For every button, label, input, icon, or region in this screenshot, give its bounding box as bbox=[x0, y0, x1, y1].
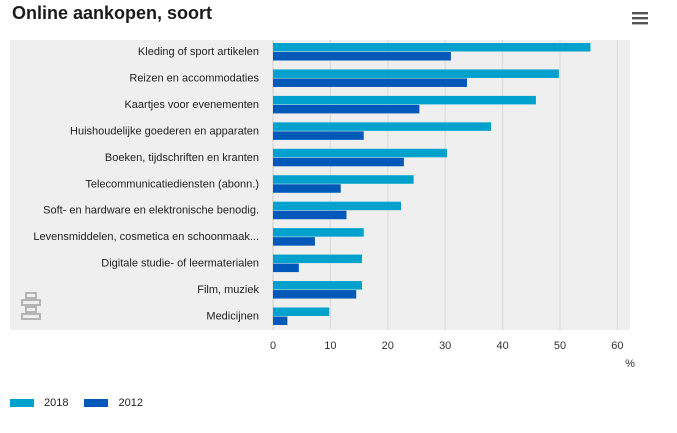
x-tick-label: 0 bbox=[270, 340, 276, 352]
x-tick-label: 60 bbox=[611, 340, 623, 352]
bar-2018[interactable] bbox=[273, 307, 330, 317]
bar-2012[interactable] bbox=[273, 316, 288, 326]
bar-2018[interactable] bbox=[273, 148, 447, 158]
bar-2012[interactable] bbox=[273, 184, 341, 193]
legend: 2018 2012 bbox=[10, 397, 143, 409]
category-labels: Kleding of sport artikelen Reizen en acco… bbox=[33, 46, 259, 323]
bar-2012[interactable] bbox=[273, 52, 451, 61]
bar-2018[interactable] bbox=[273, 281, 362, 290]
bar-2012[interactable] bbox=[273, 157, 404, 167]
x-tick-label: 50 bbox=[554, 340, 566, 352]
bar-2012[interactable] bbox=[273, 78, 468, 87]
category-label: Digitale studie- of leermaterialen bbox=[101, 258, 259, 270]
bar-2018[interactable] bbox=[273, 254, 362, 264]
bar-2018[interactable] bbox=[273, 69, 559, 78]
category-label: Kaartjes voor evenementen bbox=[124, 99, 259, 111]
hamburger-menu-icon bbox=[632, 12, 648, 25]
category-label: Telecommunicatiediensten (abonn.) bbox=[85, 178, 259, 190]
x-axis-label: % bbox=[625, 358, 635, 370]
category-label: Levensmiddelen, cosmetica en schoonmaak.… bbox=[33, 231, 259, 243]
category-label: Soft- en hardware en elektronische benod… bbox=[43, 205, 259, 217]
x-tick-label: 40 bbox=[496, 340, 508, 352]
bar-2018[interactable] bbox=[273, 175, 414, 184]
bar-2018[interactable] bbox=[273, 201, 402, 211]
legend-swatch-2018 bbox=[10, 399, 34, 407]
category-label: Kleding of sport artikelen bbox=[138, 46, 259, 58]
category-label: Medicijnen bbox=[206, 311, 259, 323]
bar-2018[interactable] bbox=[273, 95, 536, 105]
x-tick-label: 10 bbox=[324, 340, 336, 352]
legend-label-2018: 2018 bbox=[44, 397, 69, 409]
x-axis-tick-labels: 0 10 20 30 40 50 60 bbox=[270, 340, 624, 352]
bar-2012[interactable] bbox=[273, 237, 315, 246]
legend-swatch-2012 bbox=[84, 399, 109, 407]
x-tick-label: 30 bbox=[439, 340, 451, 352]
legend-item-2018[interactable]: 2018 bbox=[10, 397, 68, 409]
bar-2012[interactable] bbox=[273, 210, 347, 220]
category-label: Boeken, tijdschriften en kranten bbox=[105, 152, 259, 164]
chart-menu-button[interactable] bbox=[625, 7, 655, 29]
bar-2012[interactable] bbox=[273, 104, 420, 114]
bars bbox=[273, 43, 591, 326]
bar-2012[interactable] bbox=[273, 263, 299, 273]
x-tick-label: 20 bbox=[382, 340, 394, 352]
bar-2018[interactable] bbox=[273, 122, 492, 131]
category-label: Huishoudelijke goederen en apparaten bbox=[70, 125, 259, 137]
legend-label-2012: 2012 bbox=[118, 397, 143, 409]
bar-2018[interactable] bbox=[273, 228, 364, 237]
category-label: Reizen en accommodaties bbox=[129, 72, 259, 84]
bar-2018[interactable] bbox=[273, 43, 591, 52]
cbs-logo-icon bbox=[21, 292, 41, 320]
chart-title: Online aankopen, soort bbox=[12, 3, 213, 23]
bar-2012[interactable] bbox=[273, 131, 364, 140]
category-label: Film, muziek bbox=[197, 284, 259, 296]
legend-item-2012[interactable]: 2012 bbox=[84, 397, 143, 409]
bar-2012[interactable] bbox=[273, 290, 357, 299]
